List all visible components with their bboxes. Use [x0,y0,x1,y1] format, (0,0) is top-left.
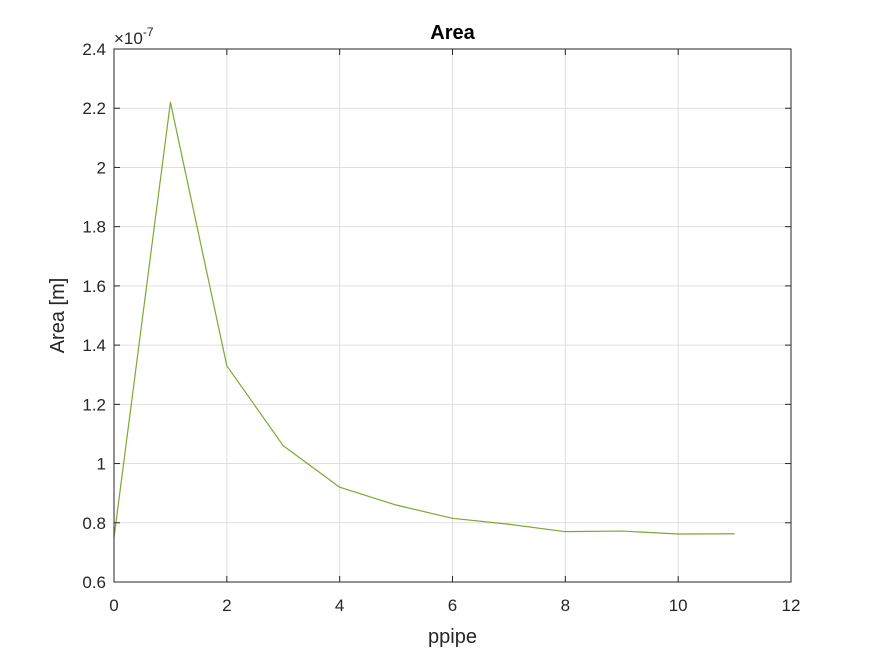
x-tick-label: 2 [222,596,231,615]
y-tick-label: 0.8 [82,514,106,533]
chart-title: Area [430,22,475,44]
y-tick-label: 1.6 [82,277,106,296]
y-tick-label: 2.4 [82,40,106,59]
x-tick-label: 6 [448,596,457,615]
y-tick-label: 1.4 [82,336,106,355]
y-tick-label: 1.8 [82,218,106,237]
y-tick-label: 1 [97,455,106,474]
series-layer [113,101,735,538]
x-axis-label: ppipe [428,626,477,648]
y-exponent-label: ×10-7 [114,25,154,48]
y-tick-label: 2.2 [82,99,106,118]
x-tick-label: 4 [335,596,344,615]
x-tick-label: 12 [782,596,801,615]
x-tick-label: 0 [109,596,118,615]
y-exponent-power: -7 [143,25,154,39]
y-tick-label: 0.6 [82,573,106,592]
y-tick-label: 2 [97,158,106,177]
tick-labels: 0 2 4 6 8 10 12 0.6 0.8 1 1.2 1.4 1.6 1.8 2 2.2 2.4 [82,40,800,615]
x-tick-label: 10 [669,596,688,615]
series-line [113,101,735,538]
axis-ticks [113,48,792,583]
y-tick-label: 1.2 [82,395,106,414]
x-tick-label: 8 [561,596,570,615]
y-axis-label: Area [m] [47,278,69,354]
y-exponent-base: ×10 [114,29,143,48]
